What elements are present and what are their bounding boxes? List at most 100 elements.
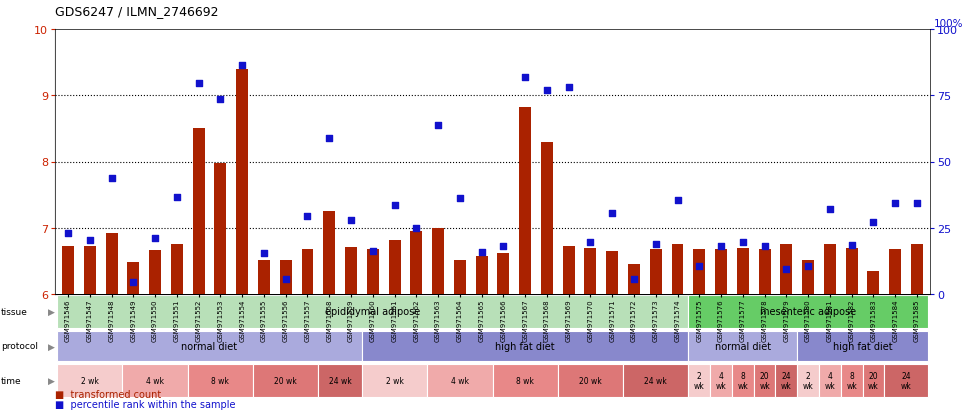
Text: ▶: ▶ xyxy=(48,376,55,385)
Bar xyxy=(584,249,597,294)
Point xyxy=(561,85,576,91)
Text: 20 wk: 20 wk xyxy=(579,376,602,385)
Bar xyxy=(258,260,270,294)
Text: time: time xyxy=(1,376,22,385)
Point xyxy=(409,225,424,232)
Bar xyxy=(754,364,775,397)
Text: ■  transformed count: ■ transformed count xyxy=(55,389,162,399)
Point xyxy=(626,276,642,283)
Bar xyxy=(323,212,335,294)
Text: 24 wk: 24 wk xyxy=(328,376,352,385)
Text: 20
wk: 20 wk xyxy=(760,371,770,390)
Text: GDS6247 / ILMN_2746692: GDS6247 / ILMN_2746692 xyxy=(55,5,219,18)
Bar xyxy=(493,364,558,397)
Text: 8
wk: 8 wk xyxy=(737,371,748,390)
Text: high fat diet: high fat diet xyxy=(833,341,893,351)
Bar xyxy=(362,364,427,397)
Bar xyxy=(884,364,928,397)
Point xyxy=(300,213,316,220)
Bar xyxy=(149,250,161,294)
Point xyxy=(321,136,337,142)
Point xyxy=(213,96,228,102)
Text: epididymal adipose: epididymal adipose xyxy=(325,307,420,317)
Point xyxy=(757,243,772,250)
Text: 24
wk: 24 wk xyxy=(901,371,911,390)
Text: ▶: ▶ xyxy=(48,342,55,351)
Bar xyxy=(236,69,248,294)
Point xyxy=(692,263,708,270)
Bar xyxy=(84,246,96,294)
Text: 20 wk: 20 wk xyxy=(274,376,297,385)
Text: 4
wk: 4 wk xyxy=(715,371,726,390)
Point xyxy=(669,197,685,204)
Point xyxy=(104,176,120,182)
Bar xyxy=(127,263,139,294)
Point xyxy=(387,202,403,209)
Text: 2 wk: 2 wk xyxy=(385,376,404,385)
Bar xyxy=(797,331,928,361)
Bar xyxy=(106,233,118,294)
Text: 4 wk: 4 wk xyxy=(146,376,164,385)
Bar xyxy=(302,249,314,294)
Bar xyxy=(62,247,74,294)
Text: ▶: ▶ xyxy=(48,307,55,316)
Bar xyxy=(846,249,858,294)
Point xyxy=(735,240,751,246)
Bar xyxy=(671,244,683,294)
Bar xyxy=(737,248,749,294)
Bar xyxy=(475,256,488,294)
Text: 2
wk: 2 wk xyxy=(694,371,705,390)
Text: 4 wk: 4 wk xyxy=(451,376,468,385)
Bar xyxy=(345,247,357,294)
Point xyxy=(582,240,598,246)
Bar xyxy=(188,364,253,397)
Point xyxy=(278,276,294,283)
Point xyxy=(778,266,794,273)
Bar xyxy=(628,265,640,294)
Bar xyxy=(519,108,531,294)
Point xyxy=(496,243,512,250)
Bar xyxy=(841,364,862,397)
Bar xyxy=(824,244,836,294)
Bar xyxy=(171,245,183,294)
Point xyxy=(887,200,903,206)
Bar xyxy=(362,331,688,361)
Bar xyxy=(650,249,662,294)
Point xyxy=(452,195,467,202)
Bar xyxy=(688,295,928,328)
Text: high fat diet: high fat diet xyxy=(495,341,555,351)
Point xyxy=(517,74,533,81)
Bar xyxy=(862,364,884,397)
Bar xyxy=(688,364,710,397)
Point xyxy=(82,237,98,243)
Point xyxy=(605,210,620,217)
Bar xyxy=(57,295,688,328)
Bar xyxy=(367,249,379,294)
Point xyxy=(539,88,555,94)
Point xyxy=(648,242,663,248)
Point xyxy=(60,230,75,237)
Text: protocol: protocol xyxy=(1,342,38,351)
Bar xyxy=(797,364,819,397)
Bar xyxy=(541,143,553,294)
Bar xyxy=(122,364,188,397)
Bar xyxy=(427,364,493,397)
Text: ■  percentile rank within the sample: ■ percentile rank within the sample xyxy=(55,399,235,409)
Point xyxy=(909,200,925,206)
Text: 24 wk: 24 wk xyxy=(645,376,667,385)
Point xyxy=(865,220,881,226)
Point xyxy=(343,217,359,223)
Bar xyxy=(732,364,754,397)
Bar xyxy=(215,164,226,294)
Text: 24
wk: 24 wk xyxy=(781,371,792,390)
Bar xyxy=(710,364,732,397)
Point xyxy=(365,248,380,255)
Point xyxy=(125,279,141,286)
Point xyxy=(713,243,729,250)
Bar xyxy=(253,364,318,397)
Bar xyxy=(688,331,797,361)
Bar xyxy=(802,260,814,294)
Point xyxy=(430,122,446,129)
Bar xyxy=(623,364,688,397)
Point xyxy=(170,195,185,201)
